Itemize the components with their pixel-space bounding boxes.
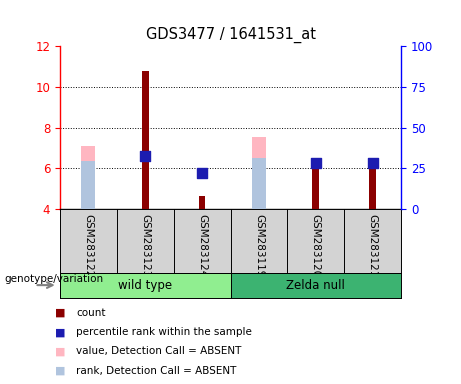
Bar: [252, 158, 266, 209]
Bar: [81, 146, 95, 209]
Text: GSM283124: GSM283124: [197, 214, 207, 278]
Bar: [142, 71, 148, 209]
Text: percentile rank within the sample: percentile rank within the sample: [76, 327, 252, 337]
Text: ■: ■: [55, 346, 66, 356]
Bar: [313, 161, 319, 209]
Text: GSM283123: GSM283123: [140, 214, 150, 278]
Text: wild type: wild type: [118, 279, 172, 291]
Text: genotype/variation: genotype/variation: [5, 274, 104, 285]
Bar: [230, 273, 401, 298]
Text: rank, Detection Call = ABSENT: rank, Detection Call = ABSENT: [76, 366, 236, 376]
Bar: [369, 169, 376, 209]
Point: [312, 160, 319, 166]
Text: ■: ■: [55, 308, 66, 318]
Text: count: count: [76, 308, 106, 318]
Text: GSM283122: GSM283122: [83, 214, 94, 278]
Title: GDS3477 / 1641531_at: GDS3477 / 1641531_at: [146, 27, 315, 43]
Text: GSM283121: GSM283121: [367, 214, 378, 278]
Point: [198, 169, 206, 175]
Text: Zelda null: Zelda null: [286, 279, 345, 291]
Bar: [81, 161, 95, 209]
Text: ■: ■: [55, 327, 66, 337]
Text: GSM283120: GSM283120: [311, 214, 321, 278]
Text: ■: ■: [55, 366, 66, 376]
Bar: [252, 137, 266, 209]
Text: GSM283119: GSM283119: [254, 214, 264, 278]
Bar: [199, 196, 206, 209]
Point: [142, 153, 149, 159]
Bar: [60, 273, 230, 298]
Text: value, Detection Call = ABSENT: value, Detection Call = ABSENT: [76, 346, 242, 356]
Point: [369, 160, 376, 166]
